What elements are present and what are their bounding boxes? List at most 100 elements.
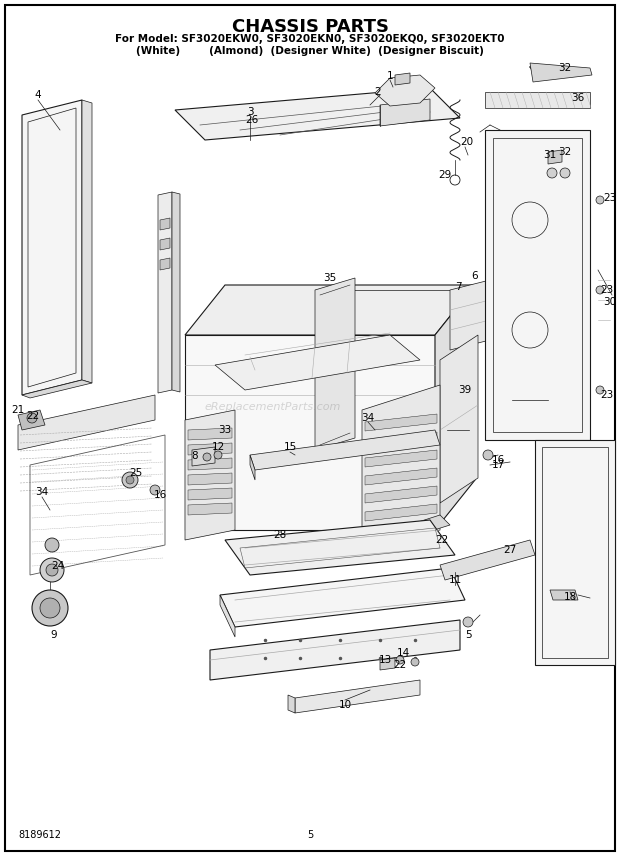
Polygon shape (440, 335, 478, 503)
Text: 9: 9 (51, 630, 57, 640)
Polygon shape (188, 503, 232, 515)
Circle shape (411, 658, 419, 666)
Polygon shape (160, 238, 170, 250)
Text: 34: 34 (35, 487, 48, 497)
Polygon shape (82, 100, 92, 383)
Circle shape (203, 453, 211, 461)
Text: 31: 31 (543, 150, 557, 160)
Polygon shape (535, 440, 615, 665)
Polygon shape (185, 285, 475, 335)
Polygon shape (250, 430, 440, 470)
Polygon shape (250, 455, 255, 480)
Text: 39: 39 (458, 385, 472, 395)
Polygon shape (365, 450, 437, 467)
Text: 23: 23 (600, 390, 614, 400)
Text: 22: 22 (393, 660, 407, 670)
Polygon shape (175, 88, 460, 140)
Circle shape (463, 617, 473, 627)
Circle shape (396, 656, 404, 664)
Polygon shape (380, 99, 430, 126)
Text: 16: 16 (492, 455, 505, 465)
Polygon shape (192, 447, 215, 466)
Polygon shape (288, 695, 295, 713)
Polygon shape (485, 92, 590, 108)
Text: 23: 23 (600, 285, 614, 295)
Polygon shape (375, 75, 435, 106)
Circle shape (40, 558, 64, 582)
Polygon shape (365, 432, 437, 449)
Polygon shape (185, 410, 235, 540)
Text: 28: 28 (273, 530, 286, 540)
Circle shape (483, 450, 493, 460)
Text: 29: 29 (438, 170, 451, 180)
Text: 24: 24 (51, 561, 64, 571)
Polygon shape (188, 458, 232, 470)
Polygon shape (362, 385, 440, 555)
Polygon shape (210, 620, 460, 680)
Text: 18: 18 (564, 592, 577, 602)
Polygon shape (18, 395, 155, 450)
Text: 32: 32 (559, 147, 572, 157)
Circle shape (150, 485, 160, 495)
Polygon shape (362, 515, 450, 550)
Polygon shape (380, 658, 395, 670)
Circle shape (596, 286, 604, 294)
Polygon shape (365, 414, 437, 431)
Text: 4: 4 (35, 90, 42, 100)
Polygon shape (220, 568, 465, 627)
Polygon shape (188, 473, 232, 485)
Text: 25: 25 (130, 468, 143, 478)
Polygon shape (365, 504, 437, 521)
Text: 6: 6 (472, 271, 478, 281)
Text: 35: 35 (324, 273, 337, 283)
Text: 15: 15 (283, 442, 296, 452)
Circle shape (32, 590, 68, 626)
Polygon shape (450, 278, 498, 350)
Text: 14: 14 (396, 648, 410, 658)
Polygon shape (18, 410, 45, 430)
Text: 34: 34 (361, 413, 374, 423)
Polygon shape (215, 335, 420, 390)
Polygon shape (160, 258, 170, 270)
Polygon shape (365, 486, 437, 503)
Circle shape (27, 413, 37, 423)
Polygon shape (188, 428, 232, 440)
Polygon shape (550, 590, 578, 600)
Text: (White)        (Almond)  (Designer White)  (Designer Biscuit): (White) (Almond) (Designer White) (Desig… (136, 46, 484, 56)
Polygon shape (22, 380, 92, 398)
Polygon shape (548, 150, 562, 164)
Text: 36: 36 (572, 93, 585, 103)
Circle shape (547, 168, 557, 178)
Text: eReplacementParts.com: eReplacementParts.com (205, 401, 341, 412)
Polygon shape (435, 285, 475, 530)
Polygon shape (158, 192, 172, 393)
Text: 8: 8 (192, 451, 198, 461)
Text: 17: 17 (492, 460, 505, 470)
Polygon shape (188, 488, 232, 500)
Polygon shape (172, 192, 180, 392)
Polygon shape (315, 278, 355, 450)
Polygon shape (185, 335, 435, 530)
Text: 22: 22 (435, 535, 449, 545)
Text: 30: 30 (603, 297, 616, 307)
Text: 20: 20 (461, 137, 474, 147)
Text: 7: 7 (454, 282, 461, 292)
Text: 10: 10 (339, 700, 352, 710)
Text: 23: 23 (603, 193, 617, 203)
Text: CHASSIS PARTS: CHASSIS PARTS (231, 18, 389, 36)
Circle shape (46, 564, 58, 576)
Text: 27: 27 (503, 545, 516, 555)
Text: 32: 32 (559, 63, 572, 73)
Text: 33: 33 (218, 425, 232, 435)
Polygon shape (440, 540, 535, 580)
Polygon shape (22, 100, 82, 395)
Text: 12: 12 (211, 442, 224, 452)
Polygon shape (225, 520, 455, 575)
Polygon shape (160, 218, 170, 230)
Text: For Model: SF3020EKW0, SF3020EKN0, SF3020EKQ0, SF3020EKT0: For Model: SF3020EKW0, SF3020EKN0, SF302… (115, 34, 505, 44)
Text: 2: 2 (374, 87, 381, 97)
Polygon shape (395, 73, 410, 85)
Circle shape (596, 196, 604, 204)
Text: 21: 21 (11, 405, 25, 415)
Text: 1: 1 (387, 71, 393, 81)
